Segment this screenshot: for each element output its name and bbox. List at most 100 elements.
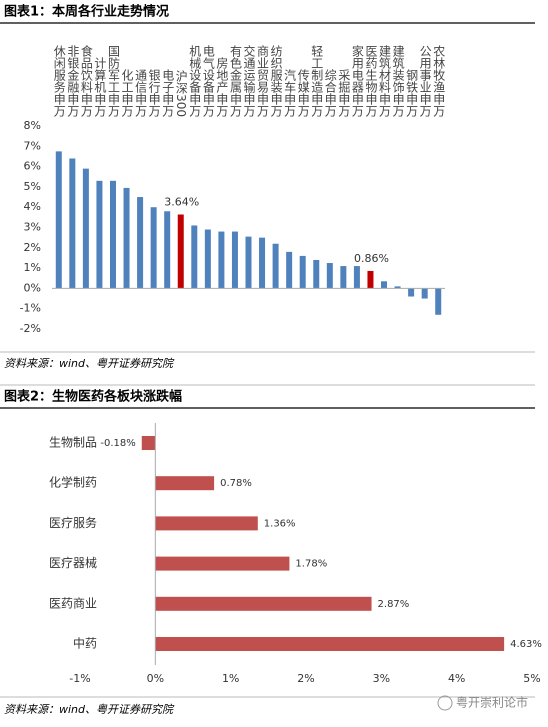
x-tick-label: 非银金融申万: [66, 45, 80, 117]
bar: [245, 236, 252, 289]
bar: [96, 180, 103, 289]
x-tick-label: 交通运输申万: [242, 44, 256, 117]
bar: [123, 187, 130, 289]
y-tick-label: 医疗器械: [49, 555, 97, 570]
x-tick-label: 通信申万: [134, 69, 148, 117]
bar: [150, 207, 157, 289]
x-tick-label: 电气设备申万: [201, 45, 215, 117]
x-tick-label: 银行申万: [147, 69, 161, 117]
bar: [82, 168, 89, 289]
watermark: 粤开崇利论市: [456, 695, 528, 710]
x-tick-label: 国防军工申万: [106, 45, 120, 117]
y-tick-label: 5%: [24, 180, 41, 193]
bar: [286, 251, 293, 289]
y-tick-label: 中药: [73, 636, 97, 651]
x-tick-label: 公用事业申万: [418, 45, 432, 117]
chart-title: 图表2：生物医药各板块涨跌幅: [4, 389, 182, 405]
bar: [141, 436, 156, 450]
x-tick-label: 电子申万: [161, 69, 175, 117]
y-tick-label: 化学制药: [49, 475, 97, 490]
x-tick-label: 纺织服装申万: [269, 45, 283, 117]
value-label: 2.87%: [378, 599, 410, 610]
value-label: 0.78%: [220, 478, 252, 489]
bar: [155, 637, 505, 651]
x-tick-label: 建筑材料申万: [378, 45, 392, 117]
x-tick-label: 0%: [147, 672, 164, 685]
value-label: 4.63%: [510, 639, 542, 650]
bar: [191, 225, 198, 289]
bar: [155, 516, 258, 531]
x-tick-label: -1%: [69, 672, 90, 685]
x-tick-label: 汽车申万: [283, 68, 297, 117]
x-tick-label: 2%: [297, 672, 314, 685]
bar: [299, 255, 306, 289]
x-tick-label: 有色金属申万: [228, 45, 242, 117]
y-tick-label: 6%: [24, 160, 41, 173]
y-tick-label: 7%: [24, 139, 41, 152]
x-tick-label: 沪深300: [174, 70, 188, 117]
value-label: 0.86%: [354, 252, 389, 265]
bar: [69, 158, 76, 289]
bar: [381, 281, 388, 289]
watermark-icon: [437, 695, 453, 711]
bar: [408, 288, 415, 297]
bar: [272, 243, 279, 289]
y-tick-label: 医药商业: [49, 595, 97, 610]
value-label: -0.18%: [100, 438, 135, 449]
bar: [177, 214, 184, 289]
bar: [231, 231, 238, 289]
source: 资料来源：wind、粤开证券研究院: [4, 357, 175, 370]
bar: [340, 266, 347, 289]
y-tick-label: 医疗服务: [49, 515, 97, 530]
y-tick-label: -1%: [20, 302, 41, 315]
bar: [394, 286, 401, 289]
value-label: 3.64%: [164, 196, 199, 209]
bar: [137, 197, 144, 289]
x-tick-label: 医药生物申万: [364, 45, 378, 117]
x-tick-label: 轻工制造申万: [310, 45, 324, 117]
y-tick-label: 生物制品: [49, 436, 97, 450]
bar: [218, 231, 225, 289]
bar: [155, 476, 215, 491]
chart-title: 图表1：本周各行业走势情况: [4, 4, 169, 20]
bar: [326, 263, 333, 289]
x-tick-label: 食品饮料申万: [79, 44, 93, 117]
x-tick-label: 机械设备申万: [188, 45, 202, 117]
x-tick-label: 农林牧渔申万: [432, 45, 446, 117]
y-tick-label: 3%: [24, 221, 41, 234]
value-label: 1.36%: [264, 518, 296, 529]
bar: [367, 270, 374, 289]
x-tick-label: 家用电器申万: [350, 44, 364, 117]
x-tick-label: 4%: [448, 672, 465, 685]
x-tick-label: 休闲服务申万: [52, 45, 66, 117]
x-tick-label: 化工申万: [120, 69, 134, 117]
bar: [421, 288, 428, 299]
bar: [155, 556, 290, 571]
y-tick-label: 2%: [24, 241, 41, 254]
bar: [109, 180, 116, 289]
x-tick-label: 1%: [222, 672, 239, 685]
x-tick-label: 房地产申万: [215, 56, 229, 117]
bar: [164, 211, 171, 289]
value-label: 1.78%: [295, 559, 327, 570]
source: 资料来源：wind、粤开证券研究院: [4, 703, 175, 716]
y-tick-label: 4%: [24, 200, 41, 213]
x-tick-label: 3%: [373, 672, 390, 685]
bar: [204, 229, 211, 289]
y-tick-label: 0%: [24, 281, 41, 294]
bar: [435, 288, 442, 315]
x-tick-label: 综合申万: [323, 69, 337, 117]
x-tick-label: 传媒申万: [296, 68, 310, 117]
x-tick-label: 计算机申万: [93, 57, 107, 117]
bar: [259, 237, 266, 289]
bar: [313, 259, 320, 289]
x-tick-label: 5%: [523, 672, 540, 685]
bar: [353, 266, 360, 289]
y-tick-label: -2%: [20, 322, 41, 335]
y-tick-label: 8%: [24, 119, 41, 132]
bar: [155, 596, 372, 611]
x-tick-label: 商业贸易申万: [256, 44, 270, 117]
bar: [55, 151, 62, 289]
x-tick-label: 钢铁申万: [405, 69, 419, 117]
x-tick-label: 采掘申万: [337, 69, 351, 117]
